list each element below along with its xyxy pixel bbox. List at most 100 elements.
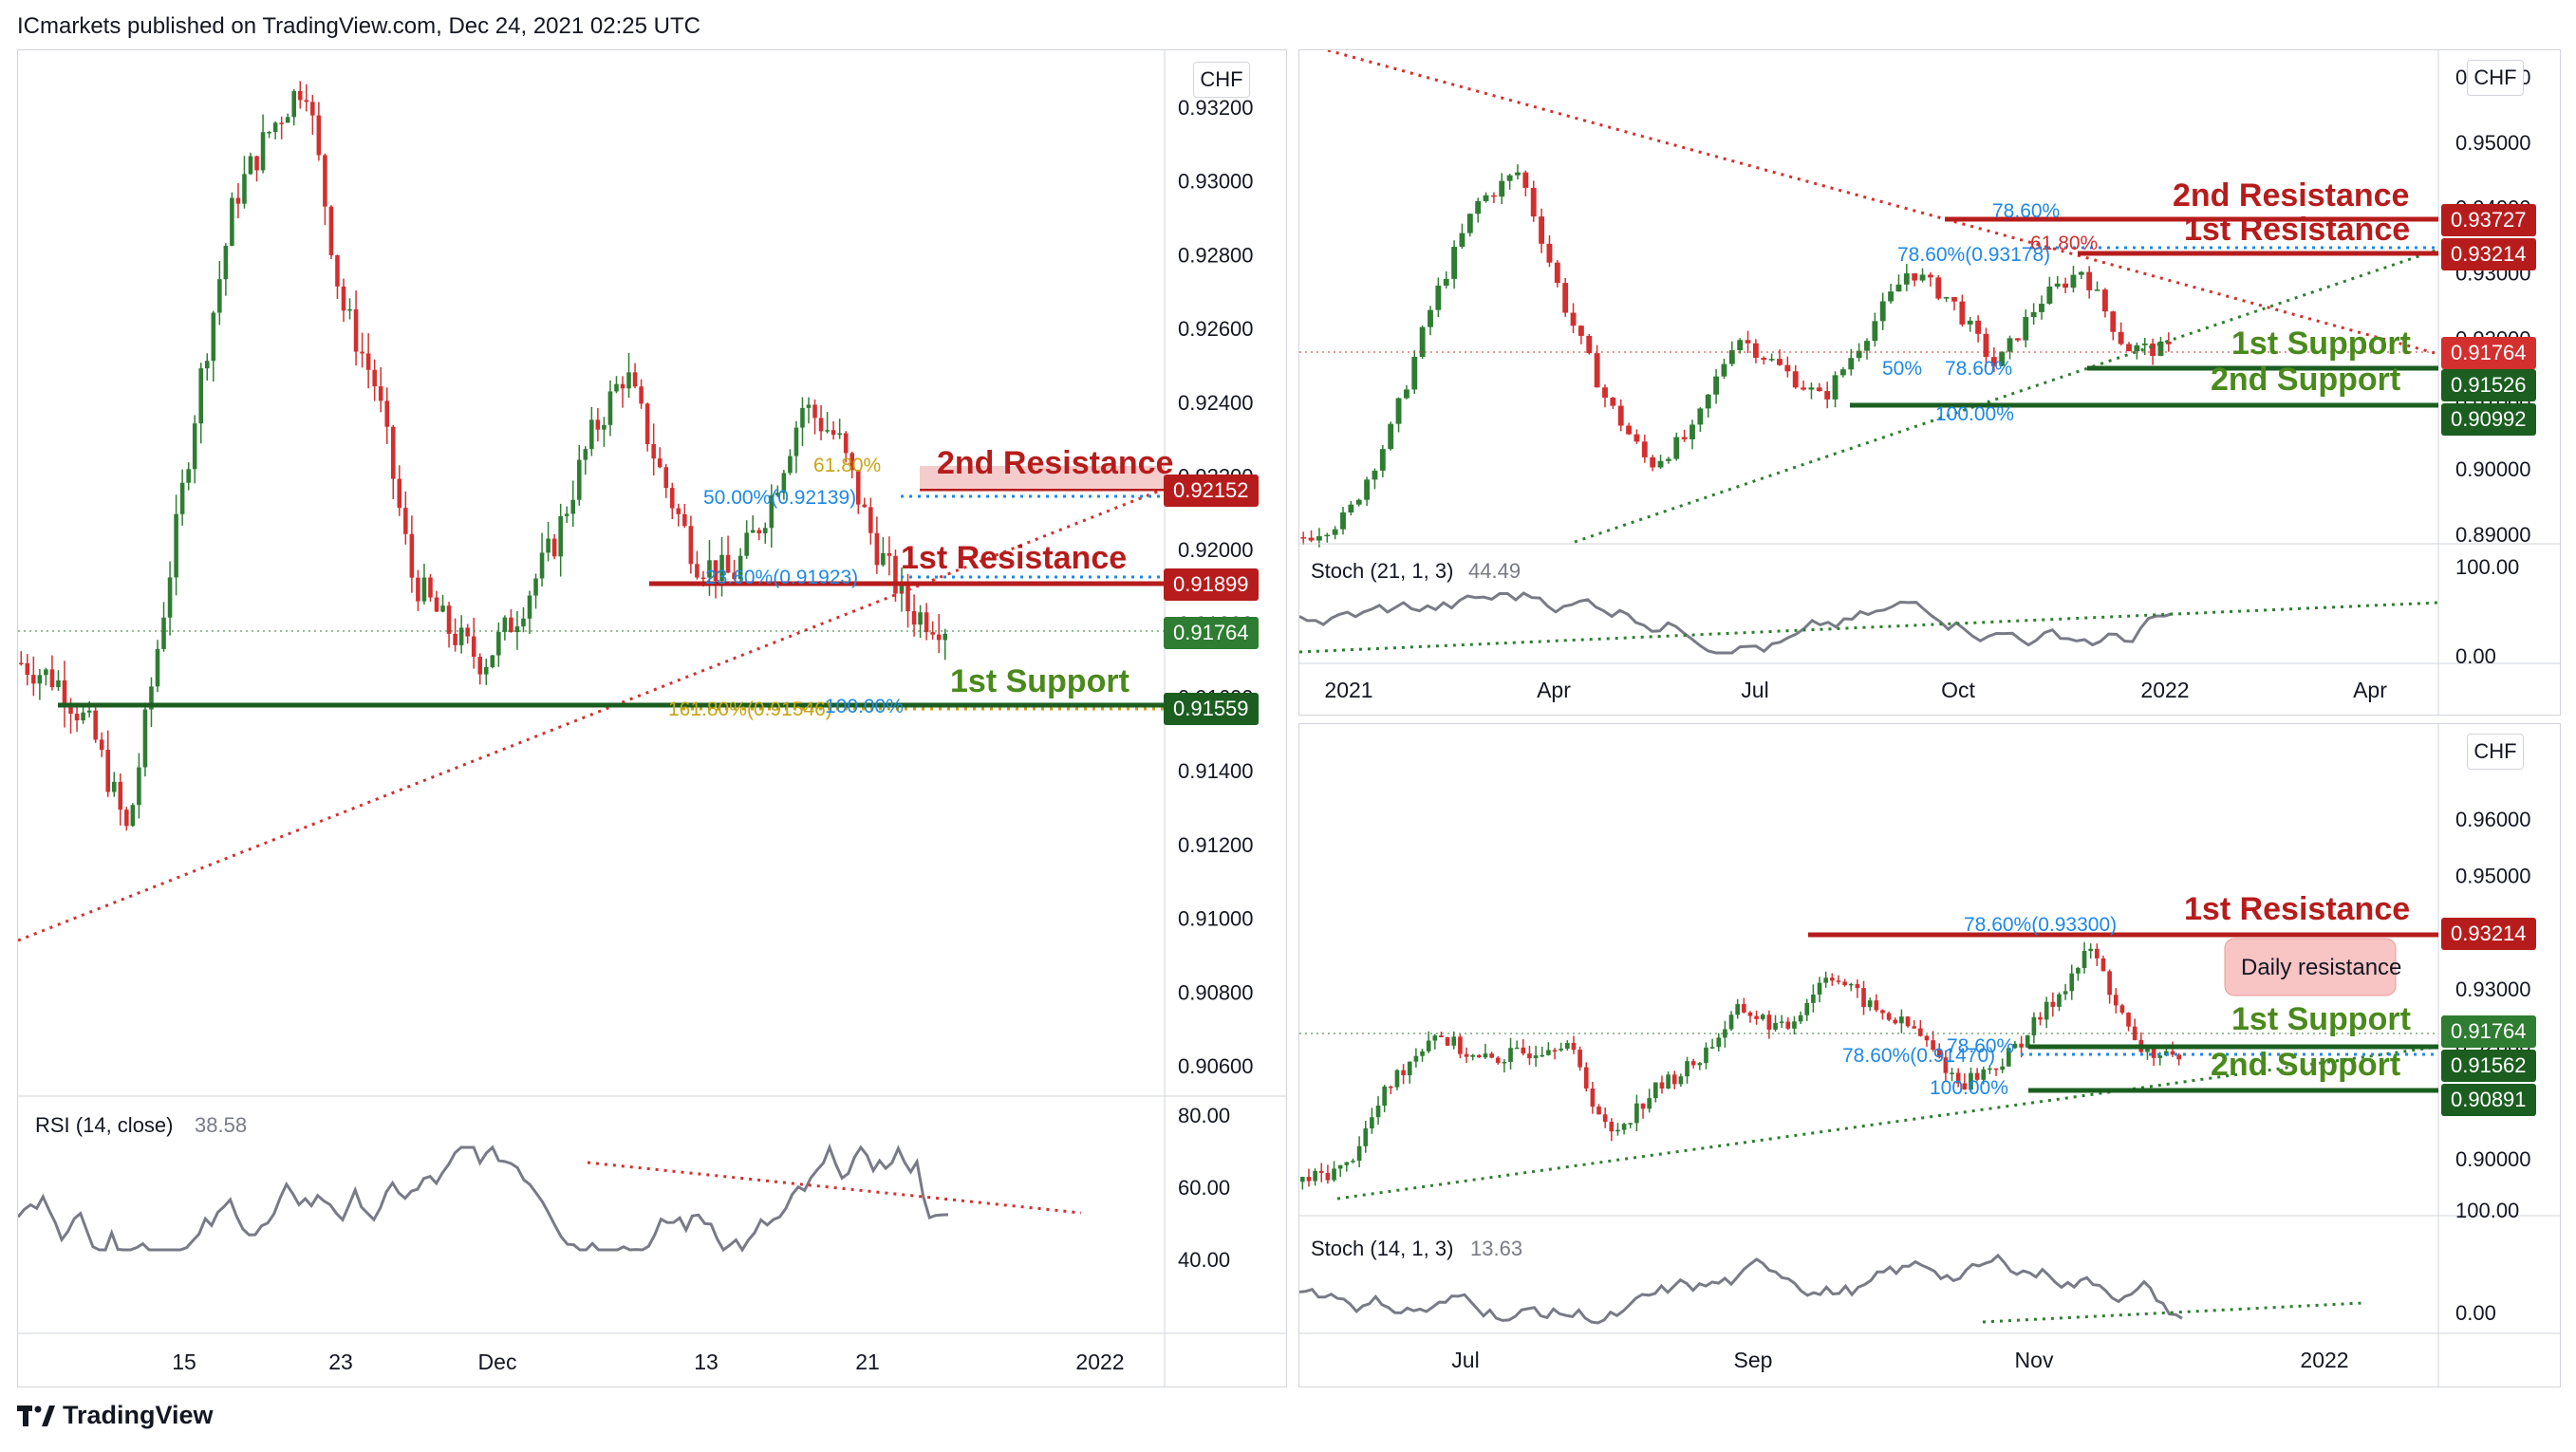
- left-candle: [632, 372, 638, 387]
- left-price-tick: 0.92400: [1178, 391, 1254, 415]
- left-candle: [49, 669, 55, 688]
- tr-candle: [1816, 387, 1822, 392]
- br-candle: [1413, 1055, 1419, 1062]
- br-r1-label: 1st Resistance: [2184, 891, 2410, 927]
- bottom-right-chart-svg[interactable]: Daily resistance 1st Resistance 1st Supp…: [1299, 724, 2560, 1387]
- tradingview-footer[interactable]: TradingView: [17, 1401, 214, 1430]
- br-candle: [2044, 1001, 2049, 1020]
- tr-candle: [1483, 195, 1489, 201]
- left-candle: [800, 407, 805, 428]
- left-candle: [825, 430, 830, 432]
- tr-s1-price-tag: 0.91526: [2441, 369, 2536, 401]
- tr-candle: [1459, 233, 1465, 248]
- br-candle: [1886, 1013, 1892, 1020]
- tr-candle: [1348, 504, 1354, 512]
- left-candle: [62, 679, 67, 708]
- left-price-tick: 0.91000: [1178, 907, 1254, 931]
- br-candle: [1678, 1076, 1684, 1085]
- tr-candle: [2150, 343, 2156, 357]
- left-rsi-line: [18, 1143, 949, 1253]
- tr-candle: [1594, 353, 1600, 388]
- left-r1-price-tag: 0.91899: [1164, 568, 1259, 601]
- tr-time-tick: 2022: [2140, 678, 2189, 702]
- br-candle: [1540, 1054, 1545, 1057]
- tr-candle: [1990, 357, 1997, 366]
- tr-stoch-value: 44.49: [1468, 559, 1521, 583]
- br-candle: [1936, 1050, 1942, 1058]
- left-candle: [267, 131, 271, 134]
- left-candle: [74, 714, 80, 721]
- br-candle: [2081, 950, 2087, 969]
- tr-stoch-axis: 100.00 0.00: [2455, 555, 2519, 668]
- br-candle: [1779, 1021, 1784, 1023]
- br-candle: [2113, 995, 2119, 1006]
- left-candle: [397, 478, 402, 509]
- left-candle: [874, 532, 880, 566]
- left-candle: [260, 132, 266, 171]
- tr-candle: [1983, 333, 1989, 358]
- br-candle: [1325, 1172, 1331, 1181]
- left-candle: [533, 578, 538, 596]
- tr-candle: [1332, 529, 1338, 535]
- br-candle: [1432, 1035, 1438, 1041]
- bottom-right-chart-panel[interactable]: Daily resistance 1st Resistance 1st Supp…: [1298, 723, 2561, 1387]
- top-right-chart-panel[interactable]: 2nd Resistance 1st Resistance 1st Suppor…: [1298, 49, 2561, 716]
- left-candle: [583, 449, 588, 460]
- br-candle: [1754, 1015, 1759, 1019]
- left-candle: [707, 560, 712, 578]
- br-candle: [1363, 1128, 1369, 1146]
- left-candle: [756, 530, 762, 533]
- tr-candle: [1355, 499, 1362, 505]
- br-currency-label[interactable]: CHF: [2467, 734, 2524, 770]
- br-candle: [2012, 1043, 2018, 1049]
- left-candle: [347, 308, 352, 311]
- tr-candle: [1300, 537, 1307, 539]
- tr-candle: [1641, 441, 1648, 457]
- left-candle: [688, 526, 694, 565]
- br-candle: [1401, 1070, 1406, 1076]
- left-time-tick: 21: [855, 1350, 880, 1374]
- br-candle: [2025, 1034, 2030, 1048]
- left-candle: [111, 781, 117, 792]
- br-candle: [1351, 1161, 1355, 1163]
- br-stoch-value: 13.63: [1470, 1237, 1522, 1260]
- bottom-right-stoch-line: [1299, 1253, 2183, 1325]
- br-candle: [1950, 1072, 1954, 1074]
- left-candle: [179, 482, 185, 514]
- left-candle: [651, 443, 656, 459]
- tr-candle: [2126, 344, 2132, 352]
- tr-candle: [1633, 434, 1640, 442]
- br-time-tick: Jul: [1451, 1348, 1479, 1372]
- left-time-tick: 15: [172, 1350, 196, 1374]
- br-candle: [1458, 1036, 1463, 1054]
- footer-brand: TradingView: [63, 1401, 214, 1429]
- left-chart-panel[interactable]: 2nd Resistance 1st Resistance 1st Suppor…: [17, 49, 1287, 1387]
- left-candle: [353, 308, 359, 352]
- br-candle: [1628, 1123, 1633, 1125]
- br-price-tick: 0.93000: [2455, 977, 2531, 1001]
- left-candle: [806, 404, 812, 408]
- br-candle: [1615, 1129, 1620, 1132]
- br-candle: [1407, 1061, 1412, 1076]
- br-candle: [1559, 1048, 1564, 1051]
- left-candle: [732, 572, 737, 580]
- tr-candle: [1927, 274, 1933, 278]
- tr-currency-label[interactable]: CHF: [2467, 60, 2524, 96]
- tr-candle: [1832, 375, 1839, 400]
- top-right-chart-svg[interactable]: 2nd Resistance 1st Resistance 1st Suppor…: [1299, 50, 2560, 715]
- tr-candle: [1951, 297, 1957, 302]
- left-candle: [737, 555, 743, 580]
- left-price-tick: 0.92000: [1178, 538, 1254, 562]
- left-r1-label: 1st Resistance: [901, 540, 1127, 576]
- left-candle: [490, 655, 495, 667]
- left-candle: [546, 538, 551, 553]
- br-candle: [1571, 1042, 1577, 1051]
- tr-candle: [1903, 273, 1910, 285]
- left-chart-svg[interactable]: 2nd Resistance 1st Resistance 1st Suppor…: [18, 50, 1286, 1387]
- left-currency-label[interactable]: CHF: [1193, 62, 1250, 98]
- br-candle: [2126, 1013, 2131, 1027]
- br-candle: [1621, 1124, 1627, 1130]
- left-candle: [496, 631, 501, 656]
- left-candle: [204, 361, 210, 369]
- br-candle: [1874, 1000, 1879, 1011]
